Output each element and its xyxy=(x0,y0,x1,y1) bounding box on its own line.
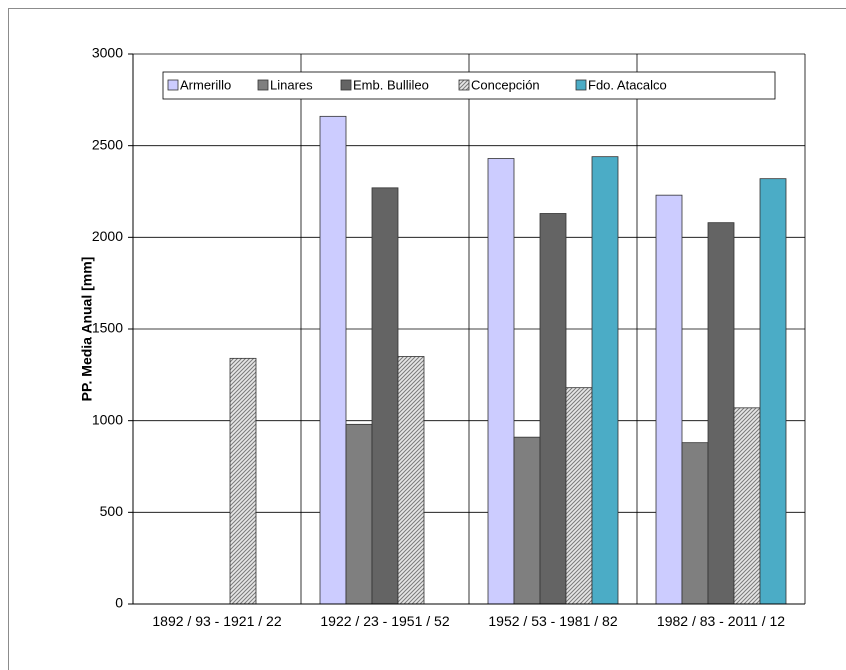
y-tick-label: 1000 xyxy=(92,411,123,427)
legend-swatch xyxy=(340,79,352,91)
y-tick-label: 3000 xyxy=(92,45,123,61)
x-tick-label: 1952 / 53 - 1981 / 82 xyxy=(488,613,618,629)
bar xyxy=(371,187,399,605)
bar xyxy=(513,436,541,605)
legend-label: Fdo. Atacalco xyxy=(588,77,667,92)
bar xyxy=(319,115,347,605)
y-axis-label: PP. Media Anual [mm] xyxy=(79,257,95,402)
x-tick-label: 1982 / 83 - 2011 / 12 xyxy=(656,613,786,629)
bar xyxy=(681,442,709,605)
y-tick-label: 1500 xyxy=(92,320,123,336)
bar xyxy=(655,194,683,605)
bar xyxy=(229,357,257,605)
y-tick-label: 0 xyxy=(115,595,123,611)
x-tick-label: 1922 / 23 - 1951 / 52 xyxy=(320,613,450,629)
legend-label: Linares xyxy=(270,77,313,92)
legend-label: Concepción xyxy=(471,77,540,92)
bar xyxy=(707,222,735,605)
x-tick-label: 1892 / 93 - 1921 / 22 xyxy=(152,613,282,629)
bar xyxy=(397,356,425,605)
bar xyxy=(759,178,787,605)
legend-swatch xyxy=(458,79,470,91)
bar xyxy=(539,213,567,605)
bar xyxy=(733,407,761,605)
y-tick-label: 2000 xyxy=(92,228,123,244)
bar xyxy=(591,156,619,605)
y-tick-label: 2500 xyxy=(92,136,123,152)
bar xyxy=(345,423,373,605)
bar xyxy=(565,387,593,605)
legend-label: Emb. Bullileo xyxy=(353,77,429,92)
legend-swatch xyxy=(257,79,269,91)
y-tick-label: 500 xyxy=(100,503,124,519)
legend-swatch xyxy=(167,79,179,91)
legend-swatch xyxy=(575,79,587,91)
legend-label: Armerillo xyxy=(180,77,231,92)
bar xyxy=(487,158,515,605)
chart-frame xyxy=(8,8,846,670)
